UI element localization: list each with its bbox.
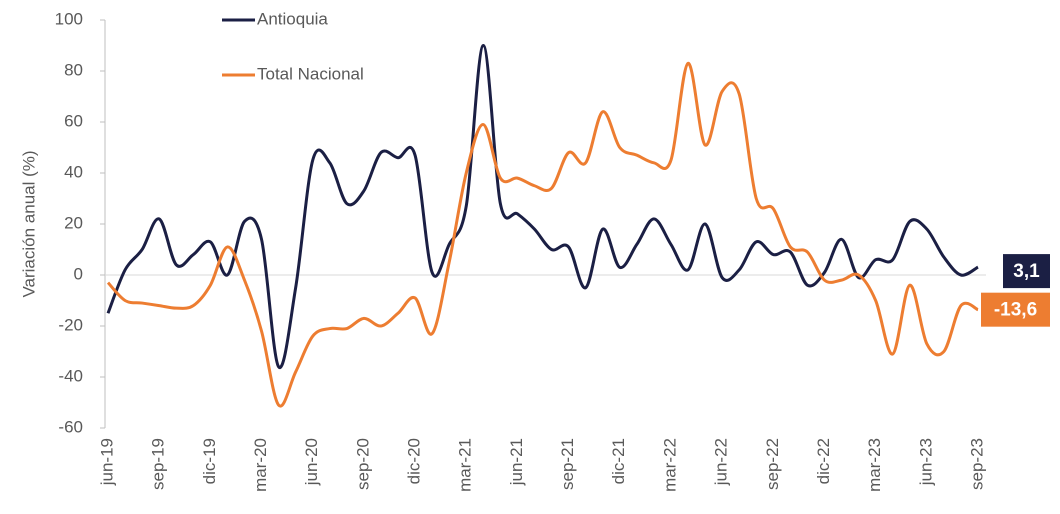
x-tick-label: sep-20 [353, 438, 372, 490]
x-tick-label: sep-22 [763, 438, 782, 490]
y-tick-label: -40 [58, 366, 83, 385]
line [106, 61, 979, 408]
x-tick-label: sep-23 [967, 438, 986, 490]
x-tick-label: jun-23 [916, 438, 935, 486]
x-tick-label: jun-19 [97, 438, 116, 486]
x-tick-label: sep-21 [558, 438, 577, 490]
value-label-box [1003, 254, 1050, 289]
y-tick-label: 0 [74, 264, 83, 283]
y-tick-label: 40 [64, 162, 83, 181]
line [106, 43, 979, 369]
x-tick-label: mar-20 [251, 438, 270, 492]
x-tick-label: jun-20 [302, 438, 321, 486]
y-tick-label: -60 [58, 417, 83, 436]
legend-label: Antioquia [257, 9, 328, 28]
value-label-box [981, 292, 1050, 327]
y-axis-label: Variación anual (%) [19, 150, 38, 297]
y-tick-label: 20 [64, 213, 83, 232]
x-tick-label: dic-20 [405, 438, 424, 484]
y-tick-label: 60 [64, 111, 83, 130]
x-tick-label: jun-22 [712, 438, 731, 486]
legend-label: Total Nacional [257, 64, 364, 83]
y-tick-label: -20 [58, 315, 83, 334]
y-tick-label: 100 [55, 9, 83, 28]
y-tick-label: 80 [64, 60, 83, 79]
x-tick-label: mar-22 [660, 438, 679, 492]
x-tick-label: dic-21 [609, 438, 628, 484]
value-label: -13,6 [994, 300, 1037, 321]
x-tick-label: jun-21 [507, 438, 526, 486]
x-tick-label: mar-23 [865, 438, 884, 492]
x-tick-label: dic-19 [200, 438, 219, 484]
value-label: 3,1 [1013, 261, 1040, 282]
x-tick-label: sep-19 [149, 438, 168, 490]
x-tick-label: mar-21 [456, 438, 475, 492]
x-tick-label: dic-22 [814, 438, 833, 484]
